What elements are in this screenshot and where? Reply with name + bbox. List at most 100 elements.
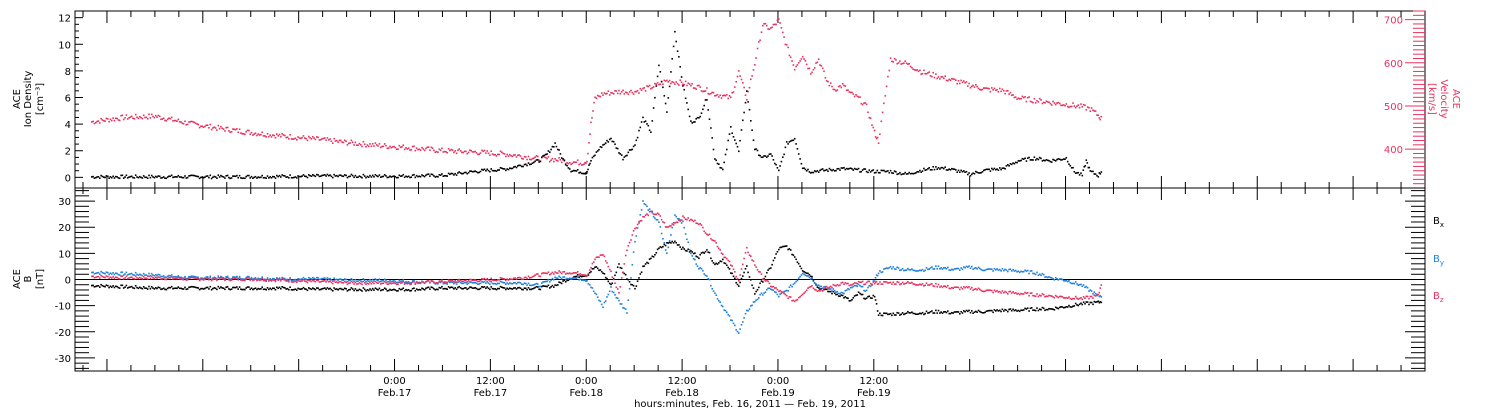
density-point (310, 175, 313, 177)
bx-point (423, 289, 426, 291)
bz-point (859, 281, 861, 283)
density-point (1093, 173, 1096, 175)
velocity-point (829, 82, 832, 84)
velocity-point (443, 150, 446, 153)
velocity-point (461, 151, 463, 154)
by-point (864, 290, 867, 292)
by-point (631, 264, 634, 266)
by-point (339, 278, 342, 280)
bz-point (180, 278, 182, 280)
velocity-point (154, 114, 157, 117)
density-point (807, 168, 809, 171)
by-point (1081, 285, 1084, 287)
by-point (413, 279, 415, 282)
bz-point (659, 215, 662, 217)
velocity-point (793, 68, 796, 71)
density-point (312, 174, 314, 176)
density-point (895, 171, 897, 173)
bz-point (320, 281, 322, 283)
velocity-point (284, 134, 286, 137)
bx-point (1008, 308, 1010, 311)
by-point (719, 301, 721, 303)
density-point (284, 175, 286, 177)
velocity-point (1099, 118, 1102, 121)
bz-point (955, 286, 957, 289)
bz-point (351, 281, 354, 284)
velocity-point (201, 125, 204, 128)
bz-point (362, 280, 365, 283)
density-point (342, 175, 345, 178)
velocity-point (242, 133, 245, 135)
by-point (961, 268, 964, 270)
by-point (900, 269, 902, 271)
bz-point (507, 279, 510, 281)
velocity-point (153, 116, 156, 119)
velocity-point (164, 119, 166, 122)
bz-point (899, 283, 901, 286)
bx-point (718, 262, 720, 264)
density-point (473, 170, 475, 173)
density-point (736, 145, 739, 148)
by-point (406, 281, 409, 284)
density-point (1038, 156, 1041, 159)
density-point (999, 167, 1001, 169)
bx-point (351, 288, 354, 290)
velocity-point (949, 79, 952, 81)
top-right-tick-label: 400 (1384, 145, 1403, 156)
bx-point (422, 288, 425, 290)
by-point (726, 311, 728, 314)
by-point (349, 279, 351, 282)
bz-point (165, 278, 168, 281)
bx-point (1041, 306, 1044, 309)
bz-point (695, 222, 697, 224)
by-point (874, 277, 877, 279)
bx-point (166, 287, 169, 290)
bx-point (405, 288, 407, 291)
by-point (1033, 272, 1036, 275)
by-point (575, 277, 578, 279)
velocity-point (756, 47, 759, 50)
bx-point (250, 287, 253, 289)
density-point (201, 176, 204, 179)
bx-point (1050, 308, 1053, 310)
velocity-point (706, 87, 708, 89)
by-point (217, 275, 220, 277)
bx-point (108, 286, 110, 289)
bx-point (269, 287, 271, 290)
velocity-point (96, 120, 98, 123)
density-point (624, 155, 627, 157)
density-point (244, 177, 246, 180)
density-point (345, 174, 347, 177)
by-point (992, 270, 994, 272)
by-point (615, 296, 618, 299)
velocity-point (229, 131, 231, 134)
bx-point (668, 241, 671, 244)
velocity-point (419, 149, 422, 151)
by-point (791, 285, 793, 288)
velocity-point (1076, 105, 1078, 107)
bz-point (756, 269, 759, 271)
velocity-point (339, 139, 342, 142)
by-point (835, 291, 837, 293)
bx-point (671, 240, 673, 243)
by-point (715, 294, 717, 296)
bz-point (560, 272, 563, 275)
bx-point (801, 270, 804, 272)
bx-point (419, 289, 422, 291)
bz-point (378, 281, 381, 283)
density-point (792, 139, 795, 142)
velocity-point (483, 149, 486, 152)
bz-point (113, 277, 116, 280)
by-point (1046, 276, 1049, 279)
density-point (309, 174, 311, 177)
by-point (748, 308, 751, 310)
density-point (429, 175, 431, 177)
bx-point (591, 268, 594, 270)
bx-point (719, 260, 721, 262)
bz-point (816, 290, 819, 292)
bz-point (137, 277, 140, 280)
by-point (652, 215, 655, 218)
density-point (1073, 170, 1076, 173)
velocity-point (142, 114, 145, 117)
velocity-point (1058, 102, 1061, 105)
